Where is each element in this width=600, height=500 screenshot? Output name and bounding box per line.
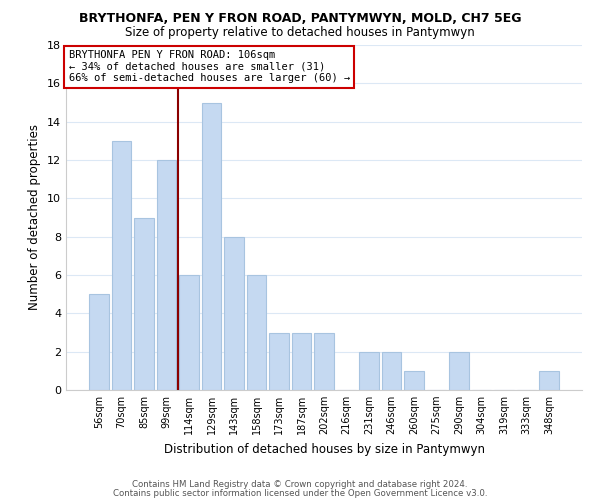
Bar xyxy=(314,332,334,390)
Bar xyxy=(404,371,424,390)
Y-axis label: Number of detached properties: Number of detached properties xyxy=(28,124,41,310)
Text: BRYTHONFA, PEN Y FRON ROAD, PANTYMWYN, MOLD, CH7 5EG: BRYTHONFA, PEN Y FRON ROAD, PANTYMWYN, M… xyxy=(79,12,521,26)
Bar xyxy=(202,102,221,390)
Bar xyxy=(539,371,559,390)
Bar xyxy=(292,332,311,390)
Text: Contains HM Land Registry data © Crown copyright and database right 2024.: Contains HM Land Registry data © Crown c… xyxy=(132,480,468,489)
Bar xyxy=(359,352,379,390)
Text: Size of property relative to detached houses in Pantymwyn: Size of property relative to detached ho… xyxy=(125,26,475,39)
Bar xyxy=(224,236,244,390)
Bar xyxy=(179,275,199,390)
X-axis label: Distribution of detached houses by size in Pantymwyn: Distribution of detached houses by size … xyxy=(163,442,485,456)
Text: BRYTHONFA PEN Y FRON ROAD: 106sqm
← 34% of detached houses are smaller (31)
66% : BRYTHONFA PEN Y FRON ROAD: 106sqm ← 34% … xyxy=(68,50,350,84)
Bar xyxy=(269,332,289,390)
Bar xyxy=(134,218,154,390)
Text: Contains public sector information licensed under the Open Government Licence v3: Contains public sector information licen… xyxy=(113,488,487,498)
Bar xyxy=(157,160,176,390)
Bar xyxy=(382,352,401,390)
Bar xyxy=(89,294,109,390)
Bar xyxy=(112,141,131,390)
Bar xyxy=(247,275,266,390)
Bar xyxy=(449,352,469,390)
